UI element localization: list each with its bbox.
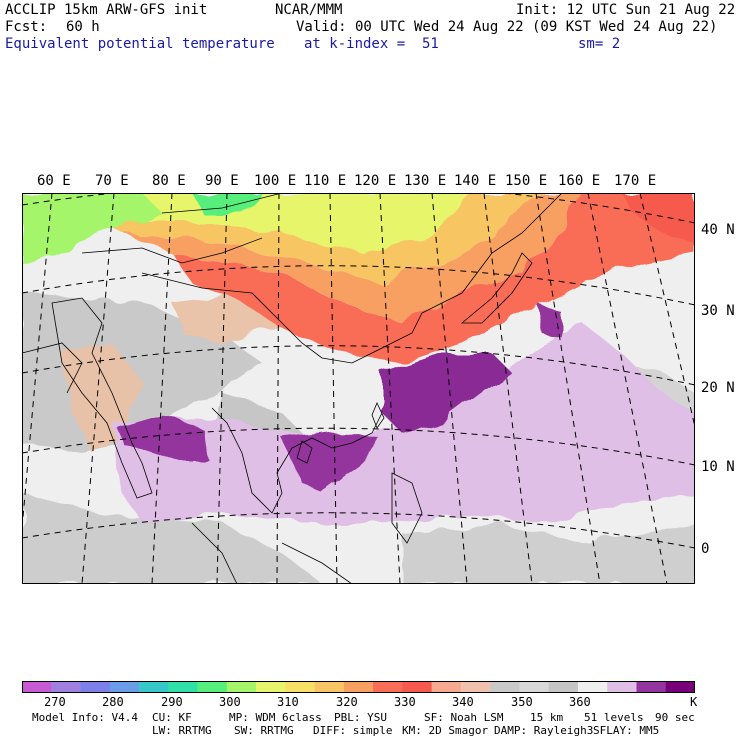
k-index: at k-index = 51 [304, 36, 439, 52]
dark-purple-region [282, 431, 382, 493]
lat-label: 30 N [701, 303, 735, 319]
diffusion-scheme: DIFF: simple [313, 724, 393, 737]
scale-tick: 350 [511, 695, 533, 709]
lon-label: 80 E [152, 173, 186, 189]
color-swatch [577, 681, 608, 693]
cumulus-scheme: CU: KF [152, 711, 192, 724]
lat-label: 10 N [701, 459, 735, 475]
color-swatch [226, 681, 257, 693]
color-swatch [402, 681, 432, 693]
scale-tick: 330 [394, 695, 416, 709]
vertical-levels: 51 levels [584, 711, 644, 724]
color-swatch [665, 681, 695, 693]
lon-label: 170 E [614, 173, 657, 189]
scale-tick: 280 [102, 695, 124, 709]
gray-region [402, 523, 695, 584]
orange-region [122, 193, 582, 323]
pbl-scheme: PBL: YSU [334, 711, 387, 724]
scale-tick: 320 [336, 695, 358, 709]
color-swatch [139, 681, 169, 693]
lon-label: 100 E [254, 173, 297, 189]
dark-purple-region [117, 415, 212, 463]
red-region [622, 193, 695, 243]
light-purple-region [112, 323, 695, 523]
scale-border [22, 681, 695, 693]
color-swatch [22, 681, 52, 693]
color-swatch [109, 681, 140, 693]
smoothing: sm= 2 [578, 36, 621, 52]
coastlines [22, 193, 563, 584]
damping-scheme: DAMP: Rayleigh3 [494, 724, 594, 737]
scale-tick: 340 [452, 695, 474, 709]
lon-label: 90 E [205, 173, 239, 189]
lon-label: 120 E [354, 173, 397, 189]
color-swatch [636, 681, 667, 693]
light-orange-region [82, 193, 542, 283]
model-title: ACCLIP 15km ARW-GFS init [5, 2, 208, 18]
lon-label: 60 E [37, 173, 71, 189]
color-swatch [519, 681, 549, 693]
longwave-scheme: LW: RRTMG [152, 724, 212, 737]
scale-tick: 300 [219, 695, 241, 709]
lon-label: 110 E [304, 173, 347, 189]
surface-scheme: SF: Noah LSM [424, 711, 504, 724]
lon-label: 140 E [454, 173, 497, 189]
lat-label: 0 [701, 541, 710, 557]
color-swatch [256, 681, 286, 693]
km-scheme: KM: 2D Smagor [402, 724, 489, 737]
org-label: NCAR/MMM [275, 2, 343, 18]
model-info: Model Info: V4.4 [32, 711, 138, 724]
color-swatch [490, 681, 520, 693]
scale-tick: 270 [44, 695, 66, 709]
surface-layer-scheme: SFLAY: MM5 [593, 724, 660, 737]
gray-region [22, 493, 322, 584]
green-region [22, 193, 162, 263]
graticule [22, 193, 695, 584]
valid-time: Valid: 00 UTC Wed 24 Aug 22 (09 KST Wed … [296, 19, 718, 35]
equivalent-potential-temperature-map [22, 193, 695, 584]
time-step: 90 sec [655, 711, 695, 724]
microphysics-scheme: MP: WDM 6class [229, 711, 322, 724]
color-swatch [51, 681, 81, 693]
dark-purple-region [537, 303, 562, 338]
color-swatch [548, 681, 579, 693]
color-swatch [431, 681, 462, 693]
color-swatch [343, 681, 374, 693]
color-swatch [168, 681, 198, 693]
green-region [192, 193, 262, 213]
color-swatch [607, 681, 637, 693]
dark-purple-region [382, 353, 512, 433]
color-swatch [197, 681, 228, 693]
lon-label: 70 E [95, 173, 129, 189]
color-swatch [460, 681, 491, 693]
field-name: Equivalent potential temperature [5, 36, 275, 52]
init-time: Init: 12 UTC Sun 21 Aug 22 [516, 2, 736, 18]
scale-tick: 310 [277, 695, 299, 709]
shortwave-scheme: SW: RRTMG [234, 724, 294, 737]
scale-unit: K [690, 695, 698, 709]
scale-tick: 290 [161, 695, 183, 709]
resolution: 15 km [530, 711, 564, 724]
forecast-label: Fcst: [5, 19, 48, 35]
color-swatch [80, 681, 111, 693]
red-region [172, 193, 695, 363]
color-swatch [314, 681, 345, 693]
lon-label: 130 E [404, 173, 447, 189]
lon-label: 160 E [558, 173, 601, 189]
lat-label: 20 N [701, 380, 735, 396]
color-swatch [373, 681, 403, 693]
lon-label: 150 E [505, 173, 548, 189]
forecast-hour: 60 h [66, 19, 100, 35]
scale-tick: 360 [569, 695, 591, 709]
color-scale-bar [22, 681, 695, 693]
color-swatch [285, 681, 315, 693]
lat-label: 40 N [701, 222, 735, 238]
